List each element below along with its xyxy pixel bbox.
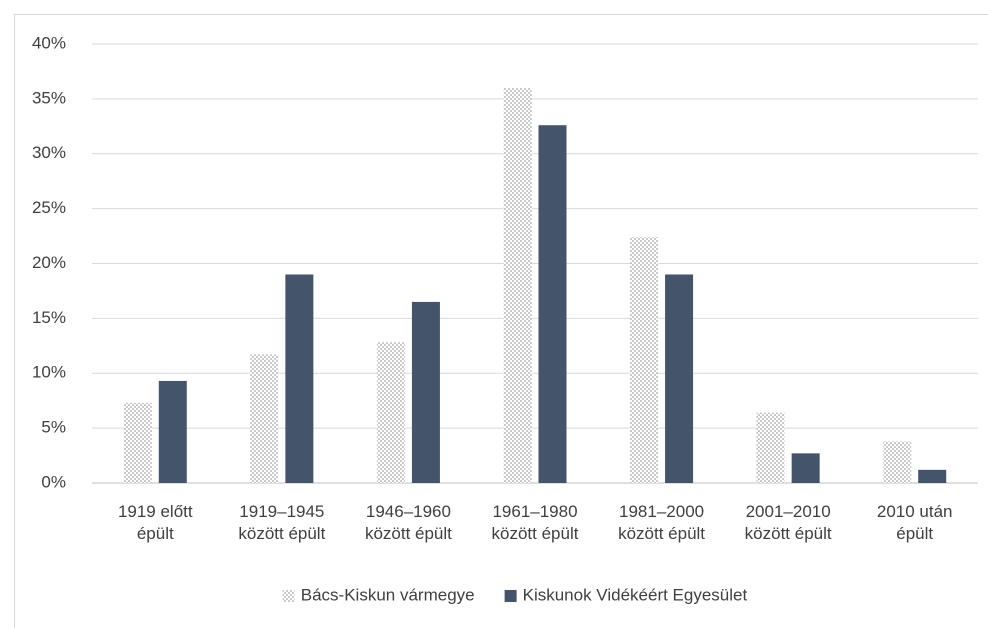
- y-tick-label: 40%: [32, 33, 66, 52]
- y-tick-label: 10%: [32, 363, 66, 382]
- x-tick-label: 1981–2000 között épült: [618, 502, 706, 543]
- y-tick-label: 35%: [32, 88, 66, 107]
- bar: [123, 402, 152, 483]
- bar: [250, 354, 279, 483]
- bar: [791, 453, 820, 483]
- y-tick-label: 20%: [32, 253, 66, 272]
- bar: [411, 301, 440, 483]
- x-tick-label: 1919–1945 között épült: [238, 502, 326, 543]
- bar: [665, 274, 694, 483]
- bar: [883, 441, 912, 483]
- legend-label: Bács-Kiskun vármegye: [301, 585, 475, 604]
- x-tick-label: 1919 előtt épült: [117, 502, 193, 543]
- bar: [158, 380, 187, 483]
- x-tick-label: 2001–2010 között épült: [744, 502, 832, 543]
- legend-swatch: [282, 590, 295, 602]
- bar: [756, 412, 785, 483]
- bar: [376, 342, 405, 483]
- x-tick-label: 2010 után épült: [876, 502, 953, 543]
- bar: [538, 125, 567, 483]
- bar: [630, 237, 659, 483]
- x-tick-label: 1961–1980 között épült: [491, 502, 579, 543]
- legend-label: Kiskunok Vidékéért Egyesület: [523, 585, 748, 604]
- y-tick-label: 5%: [41, 418, 66, 437]
- x-tick-label: 1946–1960 között épült: [364, 502, 452, 543]
- legend-swatch: [504, 590, 517, 602]
- y-tick-label: 30%: [32, 143, 66, 162]
- y-tick-label: 0%: [41, 472, 66, 491]
- y-tick-label: 25%: [32, 198, 66, 217]
- chart-frame: [14, 14, 988, 628]
- bar: [503, 87, 532, 484]
- bar: [918, 469, 947, 483]
- bar: [285, 274, 314, 483]
- y-tick-label: 15%: [32, 308, 66, 327]
